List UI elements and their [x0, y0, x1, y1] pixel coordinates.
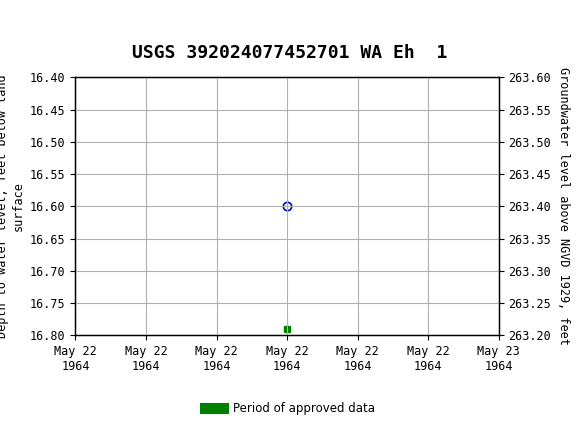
Text: USGS 392024077452701 WA Eh  1: USGS 392024077452701 WA Eh 1 — [132, 44, 448, 62]
Legend: Period of approved data: Period of approved data — [201, 397, 379, 420]
Text: █USGS: █USGS — [9, 15, 67, 37]
Y-axis label: Depth to water level, feet below land
surface: Depth to water level, feet below land su… — [0, 74, 24, 338]
Y-axis label: Groundwater level above NGVD 1929, feet: Groundwater level above NGVD 1929, feet — [557, 68, 570, 345]
